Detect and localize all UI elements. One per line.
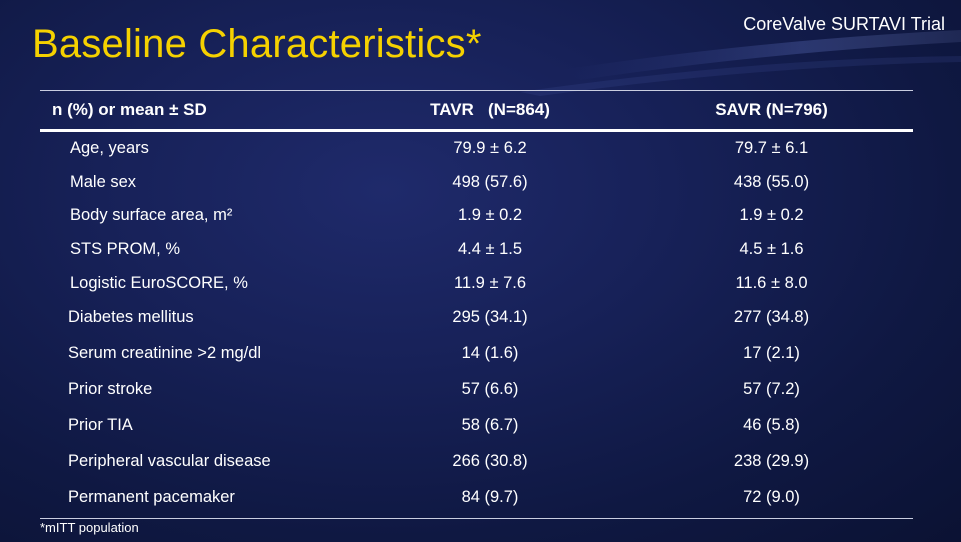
- savr-value: 11.6 ± 8.0: [735, 273, 808, 292]
- savr-value: 438 (55.0): [733, 172, 810, 191]
- row-label: Age, years: [70, 139, 149, 158]
- table-row: Permanent pacemaker 84 (9.7) 72 (9.0): [40, 480, 913, 516]
- table-row: Peripheral vascular disease 266 (30.8) 2…: [40, 444, 913, 480]
- header-divider: [40, 129, 913, 132]
- row-label: Permanent pacemaker: [68, 488, 235, 507]
- savr-value: 1.9 ± 0.2: [739, 206, 804, 225]
- savr-value: 238 (29.9): [733, 452, 810, 471]
- savr-value: 46 (5.8): [743, 416, 800, 435]
- table-row: Prior stroke 57 (6.6) 57 (7.2): [40, 372, 913, 408]
- savr-value: 4.5 ± 1.6: [739, 240, 804, 259]
- table-row: Male sex 498 (57.6) 438 (55.0): [40, 166, 913, 200]
- table-row: Prior TIA 58 (6.7) 46 (5.8): [40, 408, 913, 444]
- tavr-value: 84 (9.7): [461, 488, 519, 507]
- header-label: n (%) or mean ± SD: [52, 100, 207, 119]
- savr-value: 79.7 ± 6.1: [734, 139, 809, 158]
- row-label: Peripheral vascular disease: [68, 452, 271, 471]
- row-label: Diabetes mellitus: [68, 308, 194, 327]
- tavr-value: 57 (6.6): [461, 380, 519, 399]
- tavr-value: 295 (34.1): [452, 308, 528, 327]
- savr-value: 17 (2.1): [743, 344, 800, 363]
- table-row: Age, years 79.9 ± 6.2 79.7 ± 6.1: [40, 132, 913, 166]
- table-row: STS PROM, % 4.4 ± 1.5 4.5 ± 1.6: [40, 233, 913, 267]
- header-tavr: TAVR (N=864): [430, 100, 550, 119]
- tavr-value: 4.4 ± 1.5: [457, 240, 523, 259]
- savr-value: 277 (34.8): [733, 308, 810, 327]
- tavr-value: 11.9 ± 7.6: [453, 273, 527, 292]
- table-row: Body surface area, m² 1.9 ± 0.2 1.9 ± 0.…: [40, 199, 913, 233]
- row-label: STS PROM, %: [70, 240, 181, 259]
- footnote: *mITT population: [40, 520, 139, 535]
- tavr-value: 14 (1.6): [461, 344, 519, 363]
- row-label: Prior TIA: [68, 416, 133, 435]
- savr-value: 72 (9.0): [743, 488, 800, 507]
- table-row: Serum creatinine >2 mg/dl 14 (1.6) 17 (2…: [40, 336, 913, 372]
- table-bottom-rule: [40, 517, 913, 519]
- row-label: Serum creatinine >2 mg/dl: [68, 344, 262, 363]
- row-label: Prior stroke: [68, 380, 153, 399]
- table-header-row: n (%) or mean ± SD TAVR (N=864) SAVR (N=…: [40, 91, 913, 129]
- slide-title: Baseline Characteristics*: [32, 22, 482, 66]
- tavr-value: 266 (30.8): [452, 452, 528, 471]
- tavr-value: 79.9 ± 6.2: [453, 139, 527, 158]
- table-row: Logistic EuroSCORE, % 11.9 ± 7.6 11.6 ± …: [40, 266, 913, 300]
- tavr-value: 58 (6.7): [461, 416, 519, 435]
- row-label: Body surface area, m²: [70, 206, 233, 225]
- row-label: Male sex: [70, 172, 137, 191]
- table-row: Diabetes mellitus 295 (34.1) 277 (34.8): [40, 300, 913, 336]
- row-label: Logistic EuroSCORE, %: [70, 273, 248, 292]
- savr-value: 57 (7.2): [743, 380, 800, 399]
- tavr-value: 498 (57.6): [452, 172, 528, 191]
- baseline-characteristics-table: n (%) or mean ± SD TAVR (N=864) SAVR (N=…: [40, 90, 913, 519]
- tavr-value: 1.9 ± 0.2: [457, 206, 523, 225]
- header-savr: SAVR (N=796): [715, 100, 828, 119]
- trial-brand-label: CoreValve SURTAVI Trial: [743, 14, 945, 34]
- table-top-rule: [40, 90, 913, 91]
